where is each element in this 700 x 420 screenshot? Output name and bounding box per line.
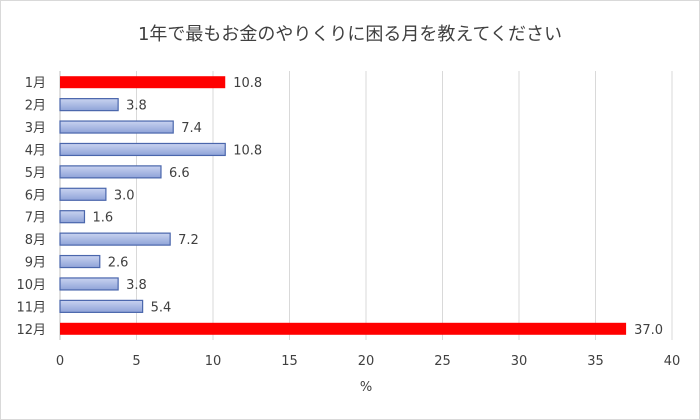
bar	[59, 187, 107, 201]
category-label: 6月	[25, 188, 46, 203]
grid-lines	[59, 71, 673, 340]
x-axis-title: %	[360, 380, 372, 395]
category-label: 7月	[25, 211, 46, 226]
bar	[60, 76, 226, 89]
data-label: 3.8	[126, 99, 147, 114]
data-label: 7.2	[178, 233, 199, 248]
data-label: 10.8	[233, 143, 262, 158]
data-labels: 10.8 3.8 7.4 10.8 6.6 3.01.6 7.2 2.6 3.8 5.4 37.0	[92, 76, 663, 338]
bar	[59, 98, 119, 112]
chart-title: 1年で最もお金のやりくりに困る月を教えてください	[137, 24, 562, 45]
category-labels: 1月 2月 3月 4月 5月 6月 7月 8月 9月 10月 11月 12月	[16, 76, 46, 338]
data-label: 3.8	[126, 278, 147, 293]
category-label: 12月	[16, 323, 46, 338]
category-label: 2月	[25, 99, 46, 114]
bar	[59, 299, 144, 313]
category-label: 9月	[25, 256, 46, 271]
x-tick-label: 35	[587, 354, 604, 369]
bar	[60, 322, 627, 335]
category-label: 5月	[25, 166, 46, 181]
data-label: 10.8	[233, 76, 262, 91]
data-label: 2.6	[108, 256, 129, 271]
x-tick-label: 15	[281, 354, 298, 369]
data-label: 37.0	[634, 323, 663, 338]
category-label: 4月	[25, 143, 46, 158]
category-label: 10月	[16, 278, 46, 293]
x-tick-label: 20	[358, 354, 375, 369]
data-label: 3.0	[114, 188, 135, 203]
data-label: 5.4	[151, 300, 172, 315]
bar	[59, 254, 101, 269]
bars	[59, 76, 627, 335]
x-tick-label: 5	[132, 354, 140, 369]
data-label: 6.6	[169, 166, 190, 181]
x-tick-label: 30	[511, 354, 528, 369]
data-label: 7.4	[181, 121, 202, 136]
x-tick-label: 25	[434, 354, 451, 369]
x-tick-label: 0	[56, 354, 64, 369]
bar	[59, 210, 86, 224]
bar	[59, 232, 171, 246]
x-tick-labels: 0 5 10 15 20 25 30 35 40	[56, 354, 680, 369]
category-label: 11月	[16, 300, 46, 315]
bar	[59, 142, 226, 157]
x-tick-label: 40	[664, 354, 681, 369]
category-label: 1月	[25, 76, 46, 91]
category-label: 3月	[25, 121, 46, 136]
x-tick-label: 10	[205, 354, 222, 369]
bar	[59, 277, 119, 291]
bar	[59, 120, 174, 134]
data-label: 1.6	[92, 211, 113, 226]
category-label: 8月	[25, 233, 46, 248]
bar	[59, 165, 162, 179]
